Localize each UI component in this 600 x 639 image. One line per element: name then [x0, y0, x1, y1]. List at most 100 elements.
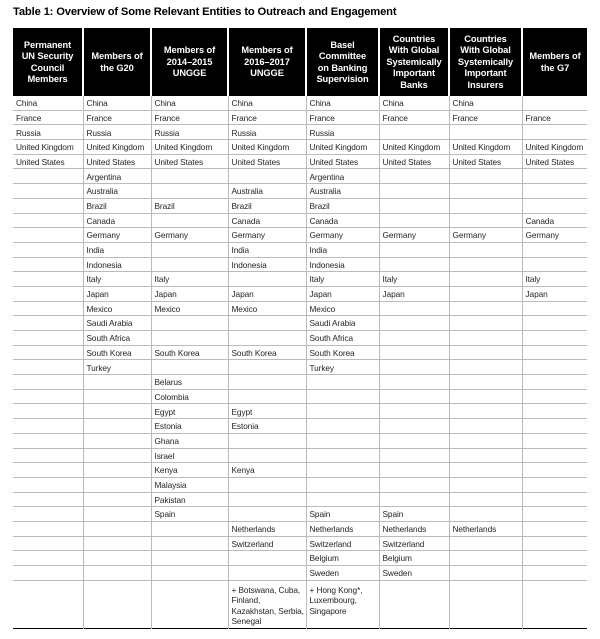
- table-cell-empty: [379, 374, 450, 390]
- table-cell-empty: [522, 506, 587, 522]
- table-cell-empty: [379, 168, 450, 185]
- table-cell-empty: [522, 183, 587, 199]
- table-cell-entity: United Kingdom: [449, 139, 523, 155]
- table-cell-entity: Switzerland: [379, 536, 450, 552]
- table-cell-empty: [13, 345, 84, 361]
- table-cell-entity: Netherlands: [306, 521, 380, 537]
- column-header-line: Banks: [400, 79, 428, 90]
- column-header-line: on Banking: [317, 62, 368, 73]
- table-cell-entity: Israel: [151, 448, 229, 464]
- table-cell-empty: [228, 330, 307, 346]
- table-cell-entity: China: [306, 96, 380, 111]
- table-cell-entity: Belarus: [151, 374, 229, 390]
- table-row: United States United States United States U…: [13, 154, 587, 170]
- table-cell-entity: Germany: [83, 227, 152, 243]
- table-cell-empty: [13, 198, 84, 214]
- table-row: Malaysia: [13, 477, 587, 493]
- table-note-row: + Botswana, Cuba, Finland, Kazakhstan, S…: [13, 580, 587, 629]
- column-header-line: Permanent: [23, 39, 72, 50]
- table-row: Switzerland Switzerland Switzerland: [13, 536, 587, 552]
- table-cell-entity: United States: [306, 154, 380, 170]
- table-cell-empty: [83, 536, 152, 552]
- table-cell-entity: Indonesia: [83, 257, 152, 273]
- table-cell-empty: [449, 242, 523, 258]
- column-header-line: Basel: [330, 39, 355, 50]
- table-cell-entity: Indonesia: [228, 257, 307, 273]
- table-cell-empty: [449, 462, 523, 478]
- column-header-line: Members of: [241, 45, 293, 56]
- table-cell-empty: [379, 183, 450, 199]
- column-header-members-of-2014-2015-ungge: Members of 2014–2015 UNGGE: [151, 28, 229, 97]
- table-cell-entity: United States: [151, 154, 229, 170]
- table-cell-empty: [151, 580, 229, 629]
- table-cell-entity: France: [151, 110, 229, 126]
- table-cell-empty: [379, 124, 450, 141]
- table-cell-empty: [83, 550, 152, 567]
- table-cell-empty: [449, 506, 523, 522]
- table-cell-entity: United Kingdom: [306, 139, 380, 155]
- table-cell-additional-members-note: + Hong Kong*, Luxembourg, Singapore: [306, 580, 380, 629]
- table-cell-empty: [228, 168, 307, 185]
- table-row: Kenya Kenya: [13, 462, 587, 478]
- table-cell-entity: China: [13, 96, 84, 111]
- table-cell-entity: Brazil: [228, 198, 307, 214]
- table-row: United Kingdom United Kingdom United Kingd…: [13, 139, 587, 155]
- table-cell-empty: [151, 257, 229, 273]
- table-cell-entity: Netherlands: [379, 521, 450, 537]
- table-cell-empty: [449, 374, 523, 390]
- table-cell-entity: Turkey: [306, 359, 380, 376]
- table-cell-empty: [449, 345, 523, 361]
- table-cell-entity: United Kingdom: [83, 139, 152, 155]
- table-cell-entity: Estonia: [151, 418, 229, 434]
- table-cell-entity: Mexico: [151, 301, 229, 317]
- column-header-line: Members of: [529, 51, 581, 62]
- table-cell-empty: [228, 492, 307, 508]
- table-cell-empty: [306, 448, 380, 464]
- table-cell-empty: [449, 477, 523, 493]
- table-cell-empty: [151, 242, 229, 258]
- table-cell-empty: [522, 301, 587, 317]
- table-cell-entity: Argentina: [306, 168, 380, 185]
- table-cell-empty: [522, 565, 587, 581]
- table-cell-empty: [151, 565, 229, 581]
- table-cell-empty: [449, 315, 523, 332]
- table-body: China China China China China China China Franc…: [13, 96, 587, 629]
- table-cell-empty: [379, 257, 450, 273]
- column-header-members-of-the-g20: Members of the G20: [83, 28, 152, 97]
- table-cell-empty: [379, 301, 450, 317]
- table-cell-entity: Netherlands: [228, 521, 307, 537]
- table-cell-entity: China: [449, 96, 523, 111]
- table-cell-entity: United States: [228, 154, 307, 170]
- column-header-line: Committee: [318, 51, 367, 62]
- table-row: Belarus: [13, 374, 587, 390]
- table-cell-empty: [13, 213, 84, 229]
- table-cell-entity: Switzerland: [228, 536, 307, 552]
- column-header-line: Important: [393, 68, 435, 79]
- table-cell-empty: [449, 213, 523, 229]
- table-cell-empty: [449, 301, 523, 317]
- column-header-members-of-the-g7: Members of the G7: [522, 28, 587, 97]
- table-cell-additional-members-note: + Botswana, Cuba, Finland, Kazakhstan, S…: [228, 580, 307, 629]
- table-cell-empty: [449, 580, 523, 629]
- column-header-line: 2016–2017: [244, 56, 290, 67]
- table-cell-empty: [151, 315, 229, 332]
- table-cell-empty: [522, 242, 587, 258]
- table-cell-empty: [13, 521, 84, 537]
- column-header-basel-committee-on-banking-supervision: Basel Committee on Banking Supervision: [306, 28, 380, 97]
- table-cell-entity: Sweden: [379, 565, 450, 581]
- table-row: Saudi Arabia Saudi Arabia: [13, 315, 587, 332]
- table-cell-empty: [379, 433, 450, 449]
- table-row: Ghana: [13, 433, 587, 449]
- table-cell-empty: [379, 345, 450, 361]
- table-cell-entity: India: [228, 242, 307, 258]
- column-header-line: Insurers: [467, 79, 504, 90]
- table-cell-entity: Italy: [151, 271, 229, 287]
- table-cell-entity: United Kingdom: [522, 139, 587, 155]
- table-cell-empty: [13, 448, 84, 464]
- table-cell-empty: [522, 433, 587, 449]
- table-row: South Korea South Korea South Korea South K…: [13, 345, 587, 361]
- table-cell-empty: [379, 330, 450, 346]
- table-cell-entity: Germany: [522, 227, 587, 243]
- table-cell-empty: [522, 477, 587, 493]
- table-cell-entity: United Kingdom: [151, 139, 229, 155]
